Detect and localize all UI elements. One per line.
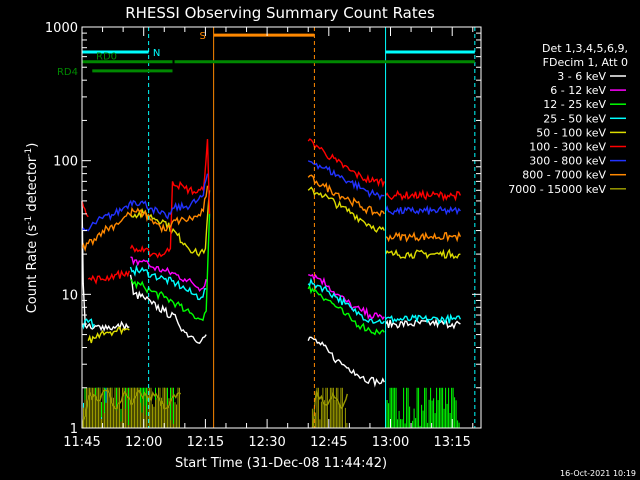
series-800-7000-kev-segment-2 — [385, 231, 462, 243]
noise-band-7000-15000-kev-3 — [81, 387, 180, 428]
legend-entry: 6 - 12 keV — [550, 84, 626, 97]
legend-entry-label: 100 - 300 keV — [529, 141, 606, 154]
series-800-7000-kev-segment-0 — [81, 185, 209, 253]
legend-entry: 50 - 100 keV — [536, 126, 626, 139]
legend-entry: 7000 - 15000 keV — [508, 183, 626, 196]
series-25-50-kev — [81, 264, 462, 330]
y-axis-label: Count Rate (s-1 detector-1) — [24, 143, 40, 314]
series-12-25-kev-segment-1 — [307, 284, 385, 336]
series-50-100-kev-segment-3 — [384, 248, 461, 260]
series-6-12-kev-segment-1 — [308, 273, 385, 321]
series-100-300-kev-segment-4 — [385, 188, 462, 202]
legend-entry-label: 3 - 6 keV — [557, 70, 606, 83]
series-300-800-kev-segment-0 — [81, 173, 209, 232]
series-300-800-kev-segment-2 — [384, 204, 461, 216]
legend-entry: 800 - 7000 keV — [522, 169, 626, 182]
y-axis-label-mid: detector — [25, 156, 40, 216]
series-3-6-kev — [81, 200, 461, 388]
noise-band-12-25-kev-1 — [385, 387, 460, 428]
legend-entry-label: 6 - 12 keV — [550, 84, 606, 97]
series-300-800-kev-segment-1 — [307, 160, 385, 201]
y-tick-label: 100 — [53, 155, 78, 170]
series-100-300-kev-segment-1 — [87, 269, 130, 285]
series-7000-15000-kev-segment-1 — [311, 390, 348, 429]
plot-marks: N S RD0 RD4 — [57, 27, 476, 429]
x-tick-label: 12:00 — [125, 435, 162, 450]
series-800-7000-kev — [81, 174, 462, 253]
legend-entry-label: 300 - 800 keV — [529, 155, 606, 168]
series-3-6-kev-segment-3 — [385, 317, 461, 330]
series-25-50-kev-segment-2 — [307, 277, 385, 324]
legend-entry-label: 12 - 25 keV — [543, 98, 606, 111]
series-12-25-kev — [129, 213, 385, 336]
y-axis-label-main: Count Rate (s — [25, 225, 40, 314]
flag-label-rd4: RD4 — [57, 67, 78, 78]
chart-title: RHESSI Observing Summary Count Rates — [125, 4, 435, 22]
series-6-12-kev — [130, 256, 385, 321]
legend-entry: 300 - 800 keV — [529, 155, 626, 168]
series-3-6-kev-segment-1 — [129, 274, 207, 344]
legend-entry-label: 25 - 50 keV — [543, 112, 606, 125]
y-axis-label-sup2: -1 — [24, 148, 34, 157]
legend-entry-label: 800 - 7000 keV — [522, 169, 606, 182]
x-tick-label: 12:30 — [248, 435, 285, 450]
series-25-50-kev-segment-0 — [81, 318, 95, 330]
series-100-300-kev-segment-3 — [307, 138, 385, 188]
series-800-7000-kev-segment-1 — [307, 174, 385, 218]
series-100-300-kev-segment-2 — [129, 139, 211, 259]
y-axis-label-end: ) — [25, 143, 40, 148]
flag-label-s: S — [199, 31, 205, 42]
legend-entry-label: 50 - 100 keV — [536, 126, 606, 139]
series-50-100-kev-segment-0 — [87, 326, 130, 344]
legend-entry: 12 - 25 keV — [543, 98, 626, 111]
series-50-100-kev-segment-2 — [307, 186, 385, 233]
series-6-12-kev-segment-0 — [130, 256, 207, 293]
x-tick-label: 12:45 — [310, 435, 347, 450]
timestamp: 16-Oct-2021 10:19 — [560, 469, 636, 478]
series-7000-15000-kev-segment-0 — [81, 389, 182, 429]
x-axis-label: Start Time (31-Dec-08 11:44:42) — [175, 456, 387, 471]
series-12-25-kev-segment-0 — [129, 213, 211, 322]
y-tick-label: 1000 — [45, 21, 78, 36]
legend-entry: 100 - 300 keV — [529, 141, 626, 154]
x-tick-label: 11:45 — [63, 435, 100, 450]
series-100-300-kev — [81, 138, 462, 285]
y-tick-label: 1 — [70, 422, 78, 437]
legend-header: Det 1,3,4,5,6,9, — [542, 42, 628, 55]
x-tick-label: 12:15 — [187, 435, 224, 450]
legend-entry: 25 - 50 keV — [543, 112, 626, 125]
series-3-6-kev-segment-0 — [81, 200, 130, 332]
flag-label-n: N — [153, 48, 160, 59]
series-7000-15000-kev — [81, 389, 348, 429]
axes: 1 10 100 1000 11:45 12:00 12:15 12:30 12:45 13:00… — [45, 21, 481, 450]
legend-header: FDecim 1, Att 0 — [543, 56, 628, 69]
series-25-50-kev-segment-1 — [129, 264, 207, 301]
y-axis-label-sup: -1 — [24, 216, 34, 225]
series-300-800-kev — [81, 160, 461, 232]
series-100-300-kev-segment-0 — [81, 200, 89, 218]
x-tick-label: 13:00 — [372, 435, 409, 450]
legend-entry: 3 - 6 keV — [557, 70, 626, 83]
legend-entry-label: 7000 - 15000 keV — [508, 183, 606, 196]
flag-label-rd0: RD0 — [96, 52, 117, 63]
plot-frame — [81, 26, 482, 429]
legend: Det 1,3,4,5,6,9,FDecim 1, Att 03 - 6 keV… — [508, 42, 628, 196]
series-25-50-kev-segment-3 — [385, 313, 462, 326]
series-3-6-kev-segment-2 — [307, 336, 385, 388]
y-tick-label: 10 — [61, 288, 78, 303]
x-tick-label: 13:15 — [433, 435, 470, 450]
